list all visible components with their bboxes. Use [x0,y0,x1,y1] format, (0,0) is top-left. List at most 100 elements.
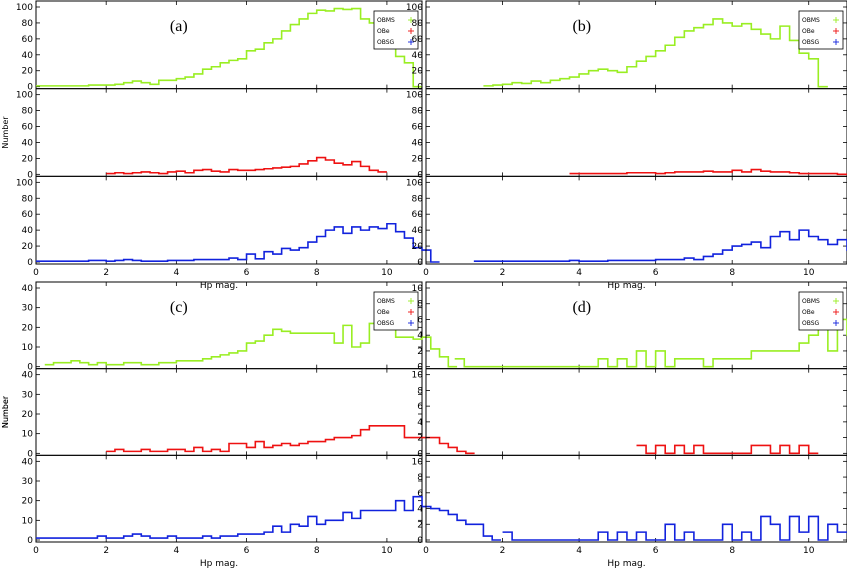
y-tick-label: 60 [22,35,34,45]
x-tick-label: 2 [103,268,109,278]
x-tick-label: 4 [576,268,582,278]
y-tick-label: 6 [417,315,423,325]
y-tick-label: 8 [417,300,423,310]
y-tick-label: 20 [22,242,34,252]
legend-label: OBSG [802,39,820,46]
histogram-obsg [36,495,501,541]
subplot-obe: 0 20 40 60 80 100 [406,88,847,180]
x-tick-label: 2 [500,268,506,278]
y-tick-label: 8 [417,386,423,396]
subplot-obms: 0 20 40 60 80 100 [16,0,423,93]
legend-label: OBSG [377,320,395,327]
y-tick-label: 0 [417,449,423,459]
subplot-obe: 0 2 4 6 8 10 [412,368,847,459]
x-axis-label: Hp mag. [607,281,645,291]
subplot-frame [425,175,847,265]
y-tick-label: 10 [22,516,34,526]
y-tick-label: 80 [412,107,424,117]
histogram-obsg [36,222,440,263]
y-tick-label: 0 [417,363,423,373]
x-axis-label: Hp mag. [200,281,238,291]
subplot-obsg: 0 20 40 60 80 100 [16,175,440,268]
subplot-obms: 0 2 4 6 8 10 [412,281,847,373]
y-axis-label: Number [1,395,10,428]
x-tick-label: 0 [423,546,429,556]
panel-label: (a) [170,18,188,35]
x-tick-label: 0 [33,268,39,278]
y-tick-label: 40 [22,284,34,294]
y-tick-label: 60 [22,210,34,220]
legend-label: OBMS [802,298,820,305]
y-tick-label: 0 [27,449,33,459]
legend-label: OBe [802,309,815,316]
y-tick-label: 100 [406,91,423,101]
x-tick-label: 8 [314,546,320,556]
histogram-obsg [502,515,847,541]
legend-label: OBe [377,28,390,35]
y-tick-label: 80 [412,194,424,204]
y-tick-label: 100 [16,3,33,13]
x-tick-label: 8 [314,268,320,278]
y-tick-label: 80 [22,107,34,117]
y-tick-label: 2 [417,434,423,444]
y-tick-label: 0 [27,258,33,268]
y-tick-label: 80 [412,19,424,29]
y-tick-label: 0 [417,83,423,93]
y-tick-label: 40 [412,51,424,61]
x-tick-label: 4 [173,268,179,278]
legend-label: OBSG [377,39,395,46]
subplot-frame [35,88,423,177]
histogram-obe [569,168,847,176]
y-tick-label: 10 [412,457,424,467]
x-tick-label: 6 [244,546,250,556]
y-tick-label: 40 [22,138,34,148]
x-tick-label: 4 [173,546,179,556]
y-tick-label: 0 [417,170,423,180]
histogram-obms [454,318,847,368]
x-axis-label: Hp mag. [200,559,238,569]
subplot-obms: 0 20 40 60 80 100 [406,0,847,93]
y-tick-label: 60 [412,123,424,133]
y-tick-label: 80 [22,194,34,204]
y-tick-label: 6 [417,489,423,499]
y-tick-label: 10 [22,343,34,353]
x-tick-label: 2 [103,546,109,556]
x-tick-label: 2 [500,546,506,556]
subplot-frame [35,454,423,543]
y-tick-label: 60 [412,35,424,45]
subplot-frame [35,175,423,265]
x-tick-label: 10 [381,268,393,278]
y-tick-label: 20 [22,323,34,333]
histogram-obms [483,18,828,88]
x-tick-label: 6 [244,268,250,278]
histogram-obms [36,7,422,88]
y-tick-label: 100 [16,91,33,101]
y-tick-label: 20 [22,410,34,420]
y-tick-label: 40 [22,226,34,236]
y-tick-label: 0 [27,536,33,546]
legend-label: OBMS [377,298,395,305]
x-tick-label: 0 [423,268,429,278]
subplot-frame [425,88,847,177]
panel-label: (d) [572,299,591,316]
x-tick-label: 6 [653,546,659,556]
y-tick-label: 0 [27,363,33,373]
subplot-obe: 0 20 40 60 80 100 [16,88,423,180]
y-axis-label: Number [1,116,10,149]
histogram-obe [106,425,475,455]
legend: OBMS OBe OBSG [373,291,419,331]
y-tick-label: 0 [417,258,423,268]
x-tick-label: 10 [381,546,393,556]
y-tick-label: 40 [22,371,34,381]
legend: OBMS OBe OBSG [798,291,844,331]
panel-label: (b) [572,18,591,35]
subplot-frame [425,454,847,543]
y-tick-label: 2 [417,520,423,530]
subplot-frame [35,368,423,456]
